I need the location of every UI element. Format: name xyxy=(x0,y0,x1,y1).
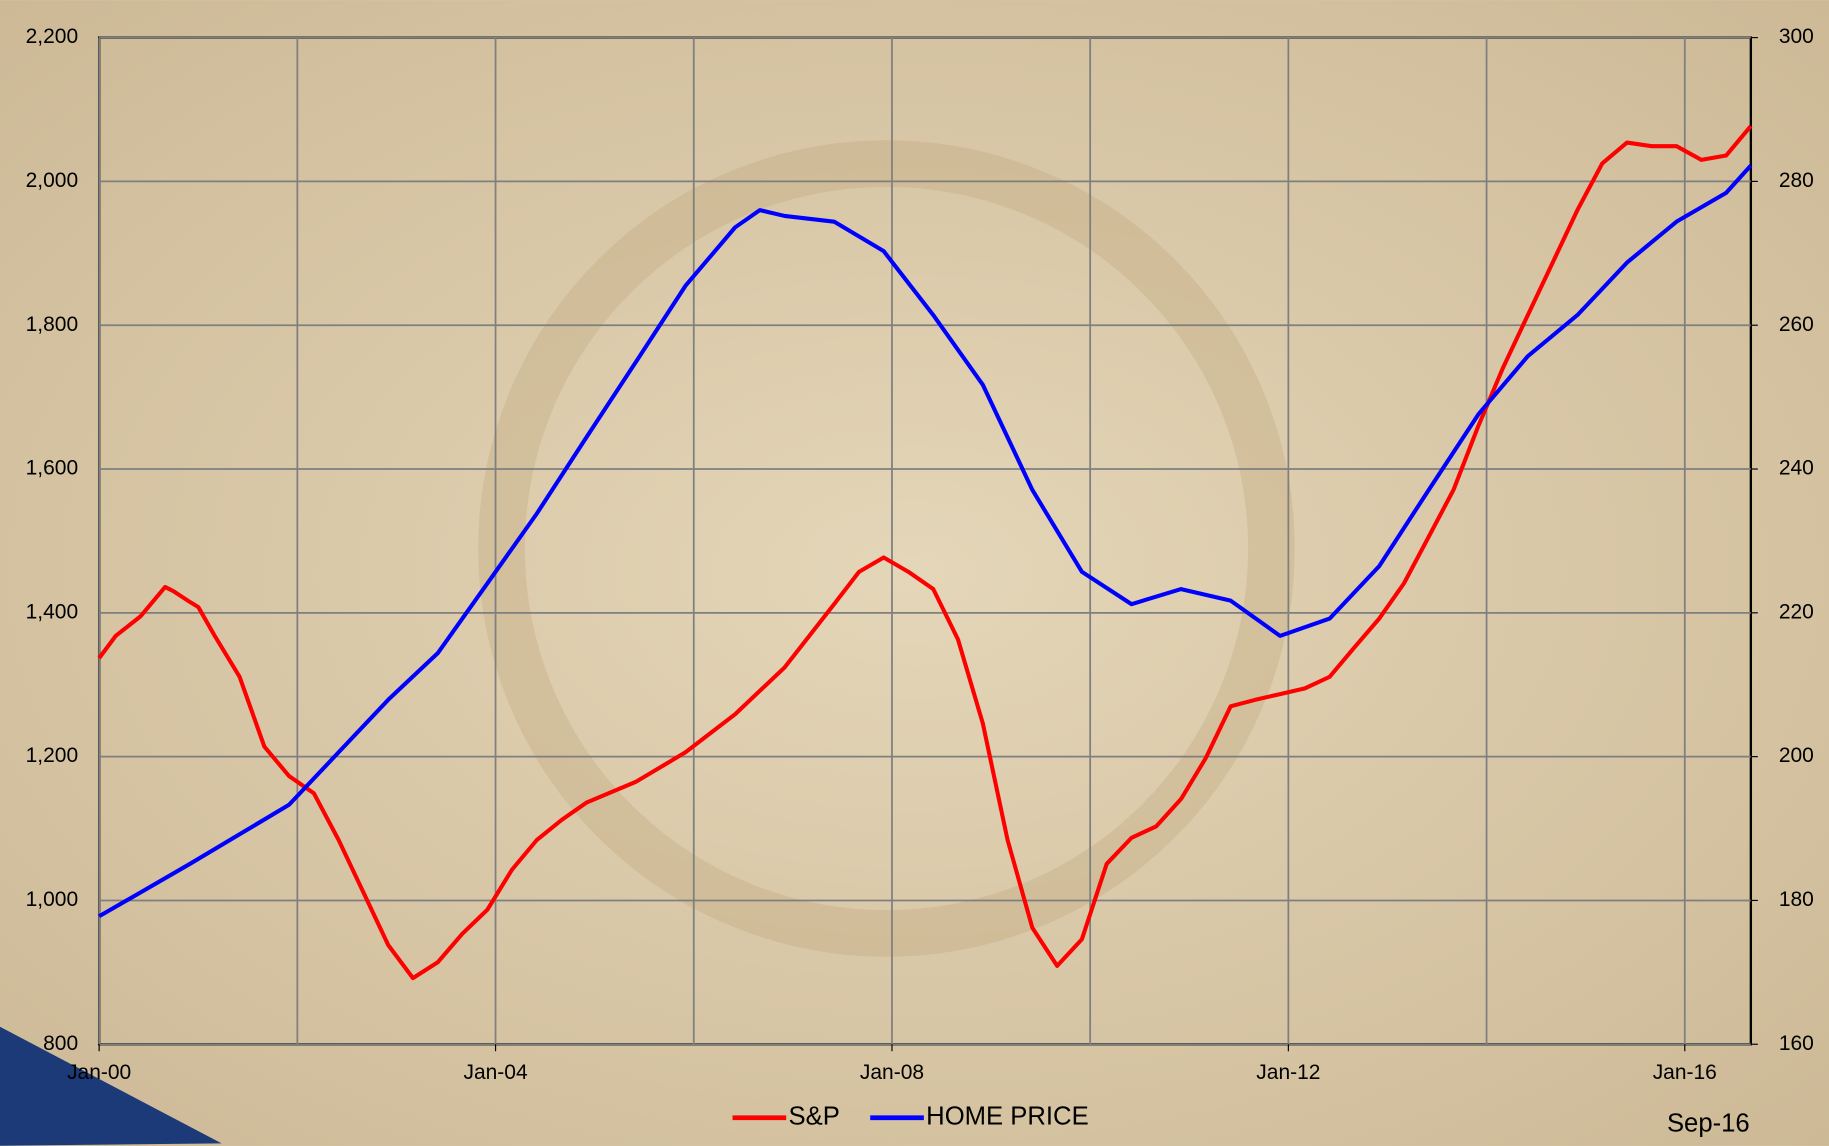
y-tick-label: 800 xyxy=(43,1032,78,1055)
x-tick-label: Jan-00 xyxy=(67,1061,131,1084)
y-tick-label: 1,600 xyxy=(26,457,79,480)
y2-tick-label: 280 xyxy=(1779,169,1814,192)
y-tick-label: 1,400 xyxy=(26,600,79,623)
y-tick-label: 2,000 xyxy=(26,169,79,192)
y-tick-label: 1,800 xyxy=(26,313,79,336)
x-tick-label: Jan-08 xyxy=(860,1061,924,1084)
y2-tick-label: 220 xyxy=(1779,600,1814,623)
legend-label: S&P xyxy=(789,1103,840,1131)
y-tick-label: 1,000 xyxy=(26,888,79,911)
y2-tick-label: 300 xyxy=(1779,25,1814,48)
x-tick-label: Jan-04 xyxy=(463,1061,527,1084)
y-tick-label: 1,200 xyxy=(26,744,79,767)
y2-tick-label: 240 xyxy=(1779,457,1814,480)
y2-tick-label: 160 xyxy=(1779,1032,1814,1055)
y-tick-label: 2,200 xyxy=(26,25,79,48)
x-tick-label: Jan-16 xyxy=(1653,1061,1717,1084)
y2-tick-label: 180 xyxy=(1779,888,1814,911)
y2-tick-label: 260 xyxy=(1779,313,1814,336)
legend-label: HOME PRICE xyxy=(926,1103,1089,1131)
series-line xyxy=(98,164,1753,919)
x-tick-label: Jan-12 xyxy=(1256,1061,1320,1084)
compass-decoration xyxy=(478,140,1295,957)
corner-decoration xyxy=(0,1026,222,1146)
annotation: Sep-16 xyxy=(1667,1110,1750,1138)
legend: S&P HOME PRICE xyxy=(732,1103,1089,1131)
y2-tick-label: 200 xyxy=(1779,744,1814,767)
